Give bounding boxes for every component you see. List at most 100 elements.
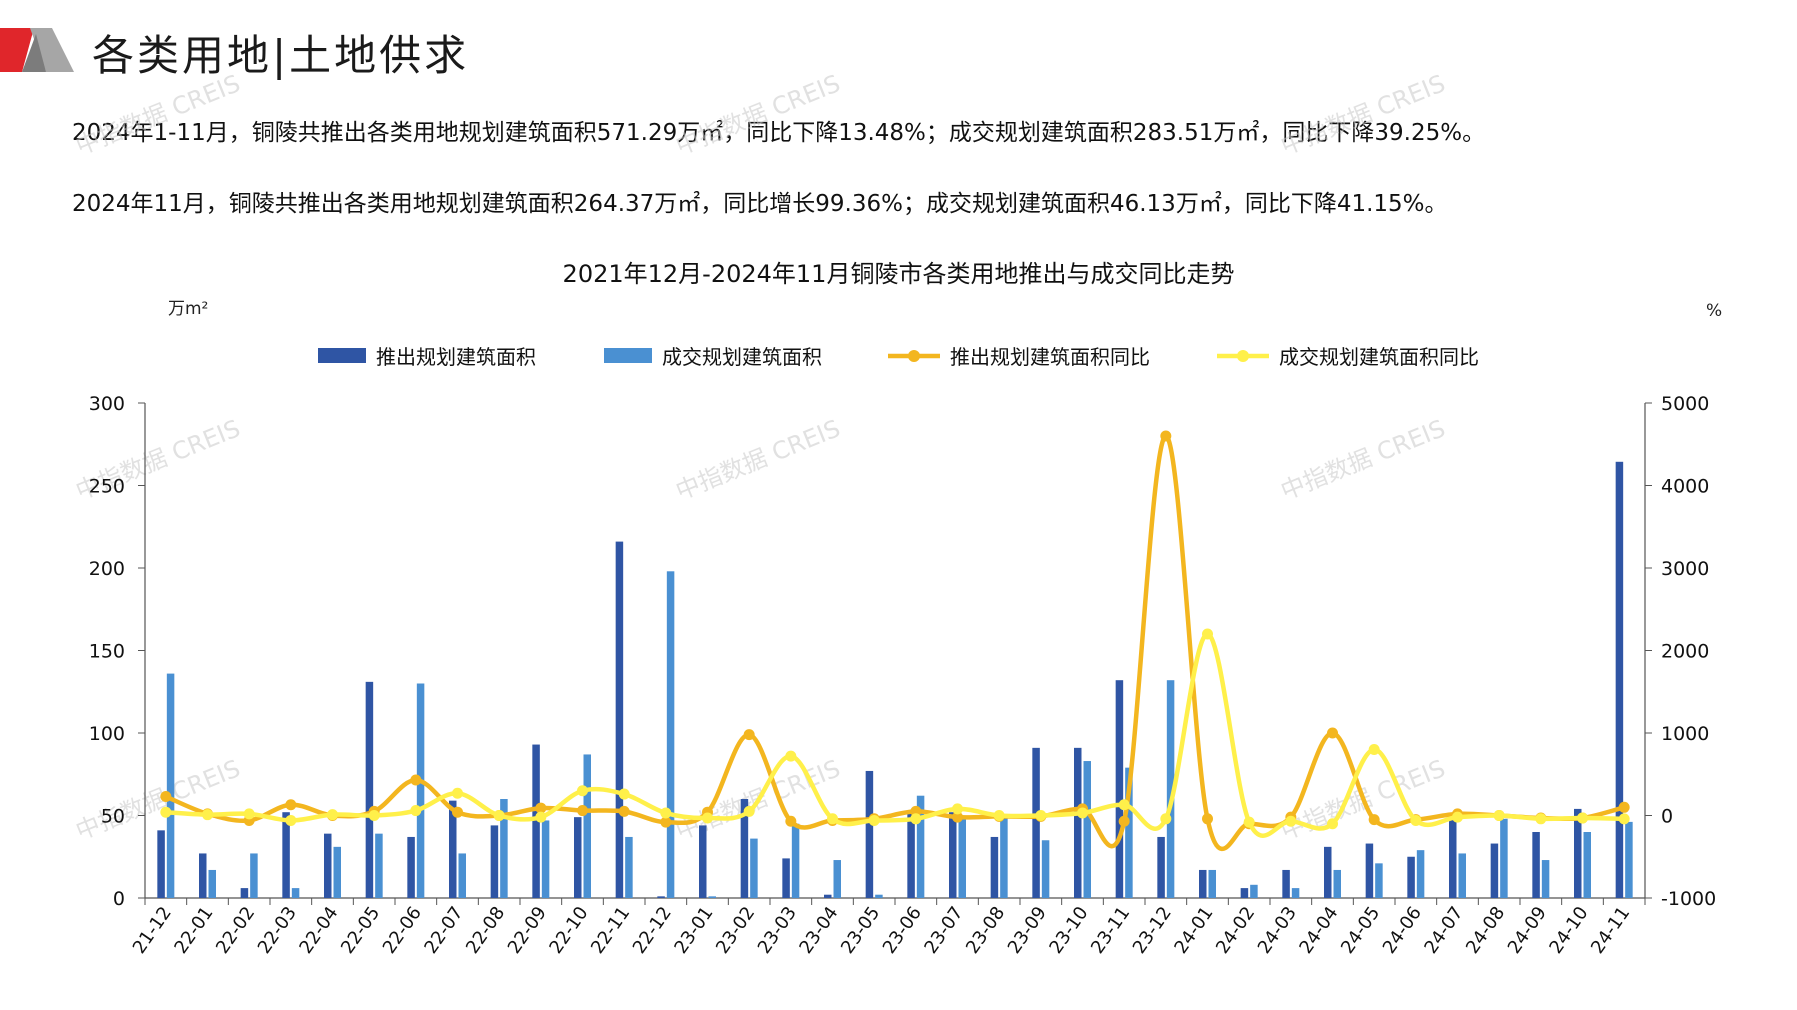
deal-bar [916,795,925,898]
deal-bar [833,860,841,898]
supply-yoy-point [160,791,172,803]
x-tick-label: 22-08 [462,903,509,958]
deal-bar [1583,832,1591,898]
watermark-text: 中指数据 CREIS [672,414,844,505]
x-tick-label: 24-06 [1379,903,1426,958]
deal-bar [583,754,591,898]
x-tick-label: 22-09 [504,903,551,958]
x-tick-label: 22-07 [420,903,467,958]
deal-bar [750,838,758,898]
legend-label: 推出规划建筑面积同比 [950,345,1150,369]
deal-bar [1500,818,1508,898]
x-tick-label: 24-11 [1587,903,1634,958]
deal-yoy-point [660,807,672,819]
deal-bar [500,799,508,898]
supply-bar [1449,815,1457,898]
deal-yoy-point [1285,815,1297,827]
left-tick-label: 0 [113,888,125,910]
watermark-text: 中指数据 CREIS [72,69,244,160]
x-tick-label: 23-08 [962,903,1009,958]
legend-marker [1237,350,1249,362]
supply-bar [657,896,665,898]
legend: 推出规划建筑面积 成交规划建筑面积 推出规划建筑面积同比 成交规划建筑面积同比 [318,345,1479,369]
supply-bar [157,830,165,898]
supply-bar [532,744,540,898]
deal-yoy-point [910,813,922,825]
supply-bar [490,825,499,898]
x-tick-label: 24-02 [1212,903,1259,958]
legend-swatch [318,348,366,363]
deal-yoy-point [410,805,422,817]
right-tick-label: 4000 [1661,476,1709,498]
x-tick-label: 23-03 [754,903,801,958]
deal-bar [625,836,633,898]
supply-bar [1157,836,1165,898]
x-tick-label: 23-01 [670,903,717,958]
watermark-text: 中指数据 CREIS [1277,69,1449,160]
x-tick-label: 22-05 [337,903,384,958]
deal-bar [458,853,466,898]
deal-bar [666,571,675,898]
supply-yoy-point [952,811,963,823]
supply-yoy-point [1368,814,1380,826]
supply-yoy-point [785,815,797,827]
watermark-text: 中指数据 CREIS [672,69,844,160]
left-tick-label: 250 [89,476,125,498]
x-tick-label: 21-12 [129,903,176,958]
deal-yoy-point [1243,816,1255,828]
supply-bar [449,800,457,898]
deal-bar [1125,767,1133,898]
supply-bar [1240,888,1249,898]
left-axis-unit: 万m² [168,299,208,319]
summary-month: 2024年11月，铜陵共推出各类用地规划建筑面积264.37万㎡，同比增长99.… [72,191,1448,217]
x-tick-label: 22-10 [545,903,592,958]
deal-bar [708,896,716,898]
right-tick-label: 1000 [1661,723,1709,745]
x-tick-label: 23-12 [1129,903,1176,958]
x-tick-label: 23-04 [795,903,842,958]
x-tick-label: 24-08 [1462,903,1509,958]
legend-item: 推出规划建筑面积同比 [888,345,1150,369]
supply-bar [1407,856,1415,898]
x-tick-label: 23-06 [879,903,926,958]
deal-yoy-point [160,806,172,818]
supply-yoy-point [452,806,463,818]
deal-yoy-point [452,787,463,799]
right-tick-label: 0 [1661,806,1673,828]
deal-yoy-point [1077,807,1088,819]
deal-yoy-point [327,809,338,821]
left-tick-label: 200 [89,558,125,580]
x-tick-label: 24-10 [1545,903,1592,958]
supply-bar [824,894,832,898]
supply-yoy-point [535,802,547,814]
supply-bar [1324,846,1332,898]
supply-yoy-point [285,799,297,811]
supply-bar [949,812,957,898]
x-tick-label: 24-04 [1295,903,1342,958]
x-tick-label: 22-02 [212,903,259,958]
right-tick-label: 2000 [1661,641,1709,663]
deal-bar [291,888,300,898]
axes: 0 50 100 150 200 250 300 -1000 0 1000 2000 3000 4000… [89,393,1716,958]
deal-bar [1541,860,1550,898]
legend-item: 成交规划建筑面积同比 [1217,345,1479,369]
legend-label: 推出规划建筑面积 [376,345,536,369]
supply-yoy-point [743,729,755,741]
right-tick-label: -1000 [1661,888,1716,910]
deal-bar [791,823,800,898]
right-tick-label: 5000 [1661,393,1709,415]
summary-ytd: 2024年1-11月，铜陵共推出各类用地规划建筑面积571.29万㎡，同比下降1… [72,120,1486,146]
deal-bar [1041,840,1050,898]
supply-bar [699,825,707,898]
deal-yoy-point [243,808,255,820]
supply-bar [282,812,290,898]
watermark-layer: 中指数据 CREIS 中指数据 CREIS 中指数据 CREIS 中指数据 CREIS… [72,69,1449,845]
supply-bar [324,833,332,898]
deal-yoy-point [868,814,880,826]
deal-yoy-point [1327,818,1338,830]
left-tick-label: 100 [89,723,125,745]
deal-yoy-point [493,810,505,821]
supply-yoy-point [618,805,630,817]
deal-bar [250,853,258,898]
deal-yoy-point [577,785,588,797]
